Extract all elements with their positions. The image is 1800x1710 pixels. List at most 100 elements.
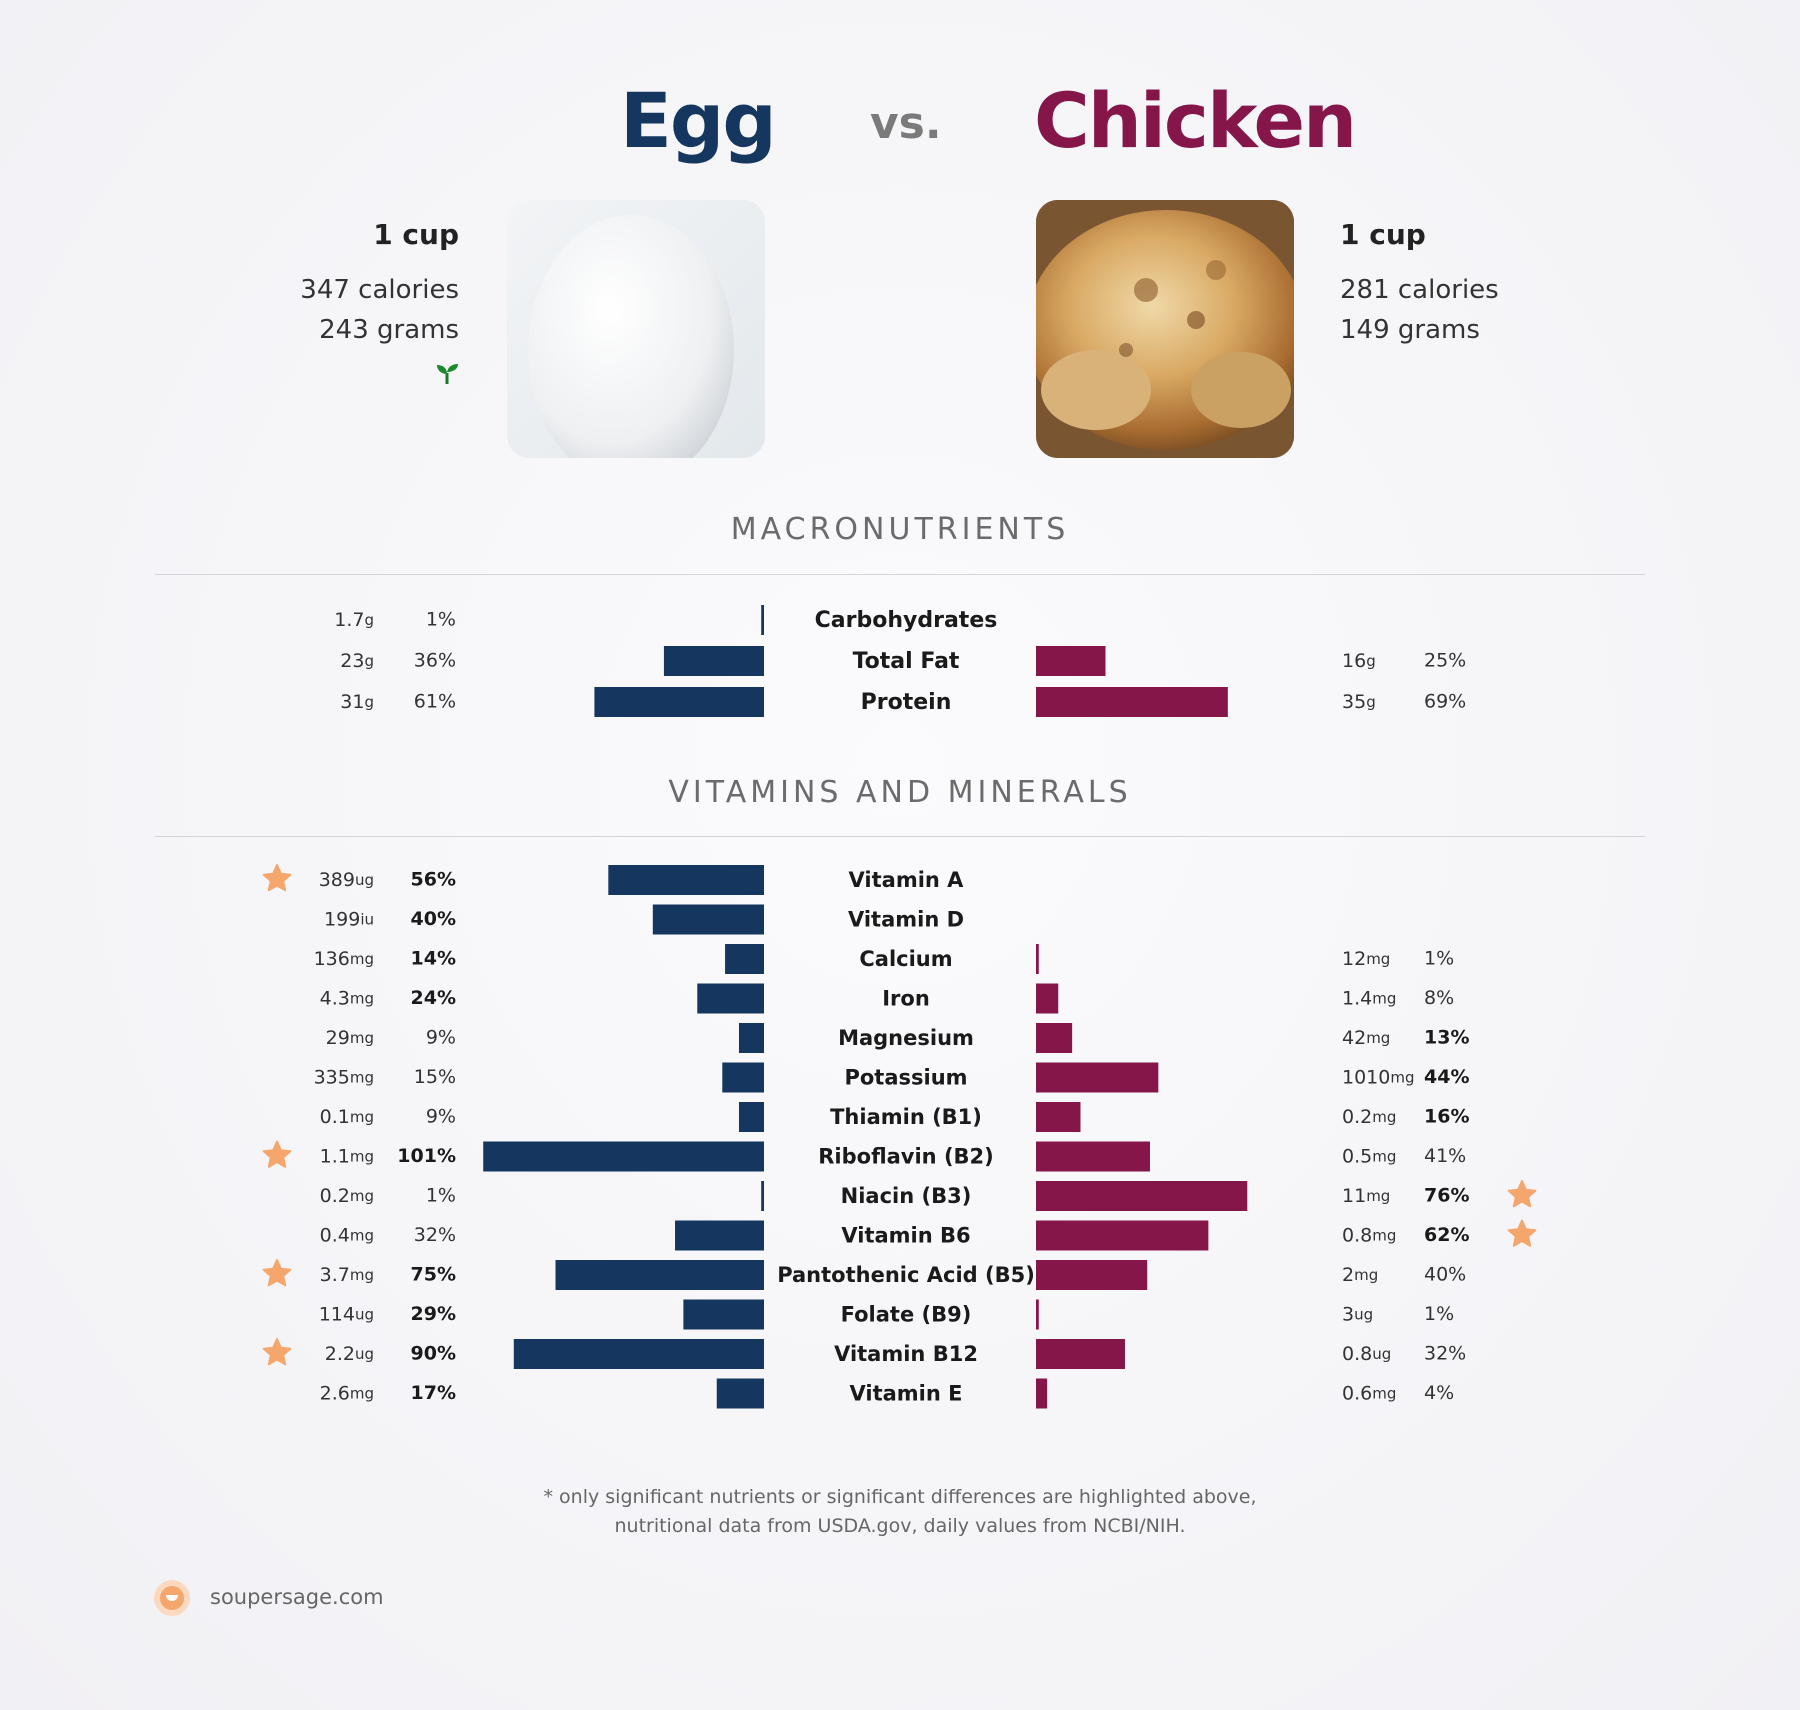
egg-bar	[761, 605, 764, 635]
egg-amount: 2.2ug	[325, 1343, 374, 1365]
egg-percent: 1%	[426, 1185, 456, 1207]
macronutrients-heading: MACRONUTRIENTS	[730, 512, 1070, 547]
egg-bar	[652, 904, 764, 935]
vitamins-heading: VITAMINS AND MINERALS	[668, 775, 1132, 810]
egg-percent: 9%	[426, 1027, 456, 1049]
egg-amount: 0.2mg	[320, 1185, 374, 1207]
soupersage-logo-icon	[154, 1580, 190, 1616]
egg-amount: 0.1mg	[320, 1106, 374, 1128]
egg-amount: 114ug	[319, 1303, 374, 1325]
egg-percent: 36%	[414, 650, 456, 672]
egg-amount: 29mg	[326, 1027, 374, 1049]
egg-bar	[555, 1260, 764, 1290]
left-serving: 1 cup	[373, 218, 459, 251]
egg-amount: 3.7mg	[320, 1264, 374, 1286]
egg-bar	[663, 646, 764, 676]
chicken-amount: 35g	[1342, 691, 1376, 713]
chicken-bar	[1036, 1260, 1148, 1290]
versus-label: vs.	[870, 98, 942, 149]
chicken-amount: 42mg	[1342, 1027, 1390, 1049]
chicken-percent: 40%	[1424, 1264, 1466, 1286]
egg-percent: 90%	[411, 1343, 456, 1365]
chicken-amount: 0.5mg	[1342, 1145, 1396, 1167]
egg-bar	[608, 865, 764, 895]
left-grams: 243 grams	[319, 315, 459, 345]
chicken-percent: 13%	[1424, 1027, 1469, 1049]
egg-percent: 17%	[411, 1382, 456, 1404]
nutrient-label: Riboflavin (B2)	[818, 1145, 994, 1169]
egg-amount: 2.6mg	[320, 1382, 374, 1404]
egg-percent: 40%	[411, 908, 456, 930]
egg-amount: 23g	[340, 650, 374, 672]
egg-percent: 14%	[411, 948, 456, 970]
chicken-bar	[1036, 1378, 1048, 1409]
macronutrients-divider	[155, 574, 1645, 575]
chicken-percent: 4%	[1424, 1382, 1454, 1404]
right-serving: 1 cup	[1340, 218, 1426, 251]
nutrient-label: Carbohydrates	[815, 608, 998, 633]
brand-name: soupersage.com	[210, 1585, 384, 1609]
egg-percent: 56%	[411, 869, 456, 891]
egg-percent: 24%	[411, 987, 456, 1009]
nutrient-label: Vitamin A	[849, 868, 965, 892]
egg-bar	[722, 1062, 764, 1093]
egg-percent: 15%	[414, 1066, 456, 1088]
nutrient-label: Niacin (B3)	[841, 1184, 972, 1208]
chicken-amount: 1010mg	[1342, 1066, 1415, 1088]
chicken-amount: 0.6mg	[1342, 1382, 1396, 1404]
nutrient-label: Protein	[861, 690, 952, 715]
nutrient-label: Vitamin B12	[834, 1342, 978, 1366]
chicken-bar	[1036, 1339, 1125, 1369]
chicken-percent: 32%	[1424, 1343, 1466, 1365]
left-calories: 347 calories	[300, 275, 459, 305]
egg-highlight-star-icon	[262, 1259, 292, 1287]
nutrient-label: Vitamin D	[848, 908, 964, 932]
sprout-icon	[437, 364, 458, 384]
chicken-bar	[1036, 1023, 1073, 1053]
chicken-amount: 3ug	[1342, 1303, 1373, 1325]
egg-amount: 0.4mg	[320, 1224, 374, 1246]
chicken-percent: 8%	[1424, 987, 1454, 1009]
nutrient-label: Pantothenic Acid (B5)	[777, 1263, 1035, 1287]
egg-bar	[594, 687, 764, 717]
chicken-bar	[1036, 1141, 1150, 1172]
left-food-title: Egg	[620, 76, 777, 165]
chicken-amount: 2mg	[1342, 1264, 1378, 1286]
footnote-line-2: nutritional data from USDA.gov, daily va…	[614, 1515, 1186, 1537]
chicken-percent: 44%	[1424, 1066, 1469, 1088]
egg-amount: 199iu	[324, 908, 374, 930]
right-food-title: Chicken	[1034, 76, 1357, 165]
chicken-percent: 16%	[1424, 1106, 1469, 1128]
egg-amount: 335mg	[314, 1066, 374, 1088]
nutrient-label: Iron	[882, 987, 930, 1011]
nutrient-label: Total Fat	[853, 649, 960, 674]
nutrient-label: Vitamin B6	[841, 1224, 970, 1248]
egg-bar	[738, 1102, 764, 1132]
chicken-percent: 62%	[1424, 1224, 1469, 1246]
nutrient-label: Vitamin E	[850, 1382, 963, 1406]
egg-percent: 9%	[426, 1106, 456, 1128]
chicken-bar	[1036, 1181, 1248, 1211]
egg-amount: 1.7g	[334, 609, 374, 631]
right-calories: 281 calories	[1340, 275, 1499, 305]
chicken-bar	[1036, 1220, 1209, 1251]
egg-bar	[683, 1299, 764, 1330]
egg-amount: 136mg	[314, 948, 374, 970]
nutrient-label: Thiamin (B1)	[830, 1105, 982, 1129]
chicken-bar	[1036, 1299, 1039, 1330]
egg-bar	[483, 1141, 764, 1172]
egg-bar	[761, 1181, 764, 1211]
roast-chicken-photo	[1036, 200, 1294, 458]
egg-amount: 389ug	[319, 869, 374, 891]
chicken-highlight-star-icon	[1507, 1219, 1537, 1247]
egg-highlight-star-icon	[262, 1338, 292, 1366]
chicken-bar	[1036, 944, 1039, 974]
egg-amount: 4.3mg	[320, 987, 374, 1009]
chicken-amount: 0.8ug	[1342, 1343, 1391, 1365]
egg-percent: 29%	[411, 1303, 456, 1325]
chicken-bar	[1036, 687, 1228, 717]
egg-percent: 1%	[426, 609, 456, 631]
chicken-percent: 25%	[1424, 650, 1466, 672]
chicken-bar	[1036, 646, 1106, 676]
